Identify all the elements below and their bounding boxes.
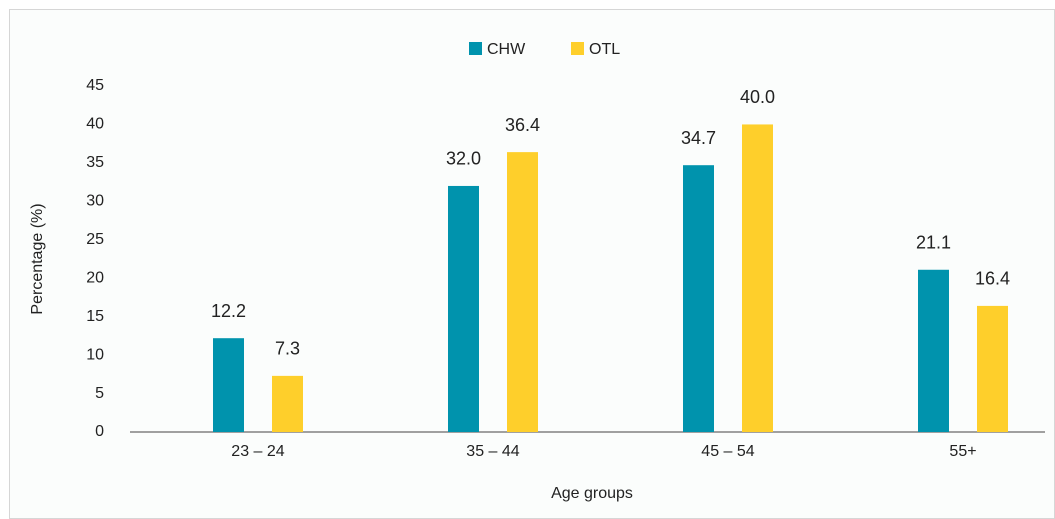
bar xyxy=(507,152,538,432)
y-tick-label: 45 xyxy=(86,77,104,94)
y-tick-label: 25 xyxy=(86,231,104,248)
y-tick-label: 10 xyxy=(86,346,104,363)
legend-swatch xyxy=(469,42,482,55)
bar xyxy=(918,269,949,432)
value-label: 7.3 xyxy=(275,339,300,359)
y-tick-label: 0 xyxy=(95,423,104,440)
value-label: 36.4 xyxy=(505,115,540,135)
y-tick-label: 35 xyxy=(86,154,104,171)
x-tick-label: 35 – 44 xyxy=(466,443,519,460)
x-tick-label: 23 – 24 xyxy=(231,443,284,460)
bar xyxy=(977,305,1008,432)
bar xyxy=(742,124,773,432)
bar xyxy=(213,338,244,432)
y-tick-label: 40 xyxy=(86,116,104,133)
bar xyxy=(448,185,479,432)
bar xyxy=(272,375,303,432)
y-tick-label: 30 xyxy=(86,193,104,210)
value-label: 12.2 xyxy=(211,301,246,321)
x-tick-label: 55+ xyxy=(949,443,976,460)
value-label: 16.4 xyxy=(975,269,1010,289)
value-label: 21.1 xyxy=(916,233,951,253)
y-axis-label: Percentage (%) xyxy=(29,203,46,314)
x-tick-label: 45 – 54 xyxy=(701,443,754,460)
value-label: 32.0 xyxy=(446,149,481,169)
y-tick-label: 15 xyxy=(86,308,104,325)
y-tick-label: 5 xyxy=(95,385,104,402)
value-label: 40.0 xyxy=(740,87,775,107)
legend-label: OTL xyxy=(589,41,620,58)
legend-label: CHW xyxy=(487,41,526,58)
bar xyxy=(683,165,714,432)
legend-swatch xyxy=(571,42,584,55)
y-tick-label: 20 xyxy=(86,269,104,286)
value-label: 34.7 xyxy=(681,128,716,148)
x-axis-label: Age groups xyxy=(551,485,633,502)
